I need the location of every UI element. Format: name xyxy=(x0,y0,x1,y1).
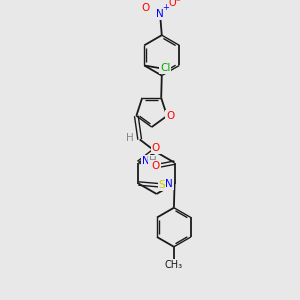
Text: O: O xyxy=(142,3,150,13)
Text: O: O xyxy=(151,161,160,171)
Text: N: N xyxy=(165,178,172,188)
Text: O: O xyxy=(166,111,175,121)
Text: N: N xyxy=(142,156,150,166)
Text: +: + xyxy=(162,3,169,12)
Text: N: N xyxy=(156,9,164,19)
Text: O: O xyxy=(152,142,160,152)
Text: CH₃: CH₃ xyxy=(165,260,183,270)
Text: Cl: Cl xyxy=(160,63,170,73)
Text: H: H xyxy=(126,133,134,143)
Text: H: H xyxy=(149,156,157,166)
Text: S: S xyxy=(159,180,165,190)
Text: O⁻: O⁻ xyxy=(169,0,182,8)
